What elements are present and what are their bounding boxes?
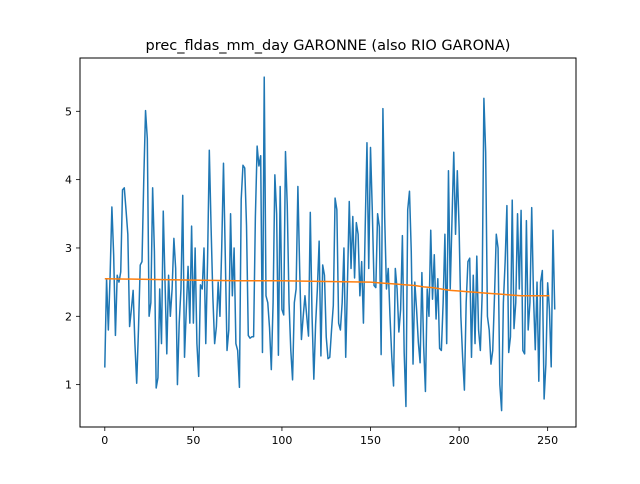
x-tick-label: 50 [186, 434, 200, 447]
x-tick-label: 250 [537, 434, 558, 447]
y-tick-label: 1 [65, 379, 72, 392]
y-axis: 1 2 3 4 5 [65, 105, 80, 392]
plot-frame [79, 57, 577, 428]
x-tick-label: 0 [101, 434, 108, 447]
y-tick-label: 2 [65, 310, 72, 323]
series-layer [104, 76, 556, 412]
x-tick-label: 200 [449, 434, 470, 447]
x-tick-label: 150 [360, 434, 381, 447]
series-line-1 [104, 76, 556, 412]
x-tick-label: 100 [271, 434, 292, 447]
chart-title: prec_fldas_mm_day GARONNE (also RIO GARO… [146, 38, 511, 54]
x-axis: 0 50 100 150 200 250 [101, 427, 558, 447]
y-tick-label: 5 [65, 105, 72, 118]
y-tick-label: 3 [65, 242, 72, 255]
series-line-2 [104, 277, 550, 297]
y-tick-label: 4 [65, 174, 72, 187]
